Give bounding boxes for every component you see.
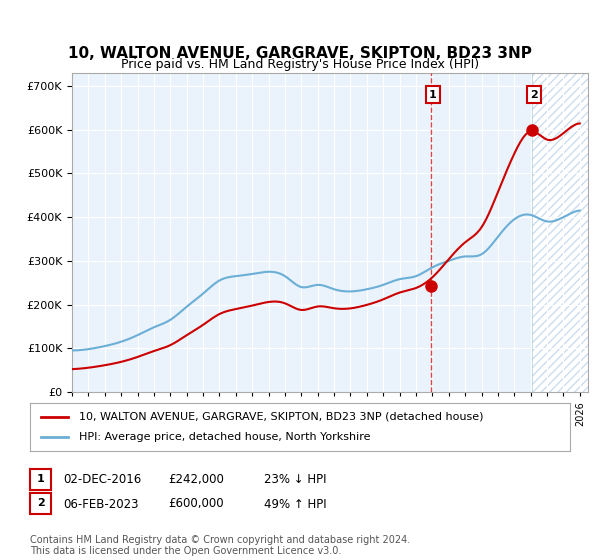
Bar — [532, 73, 588, 392]
Text: 06-FEB-2023: 06-FEB-2023 — [63, 497, 139, 511]
Text: 1: 1 — [429, 90, 437, 100]
Text: £600,000: £600,000 — [168, 497, 224, 511]
Text: 2: 2 — [37, 498, 44, 508]
Text: 02-DEC-2016: 02-DEC-2016 — [63, 473, 141, 487]
Text: Price paid vs. HM Land Registry's House Price Index (HPI): Price paid vs. HM Land Registry's House … — [121, 58, 479, 71]
Text: Contains HM Land Registry data © Crown copyright and database right 2024.
This d: Contains HM Land Registry data © Crown c… — [30, 535, 410, 557]
Text: 10, WALTON AVENUE, GARGRAVE, SKIPTON, BD23 3NP (detached house): 10, WALTON AVENUE, GARGRAVE, SKIPTON, BD… — [79, 412, 483, 422]
Text: 10, WALTON AVENUE, GARGRAVE, SKIPTON, BD23 3NP: 10, WALTON AVENUE, GARGRAVE, SKIPTON, BD… — [68, 46, 532, 60]
Text: 2: 2 — [530, 90, 538, 100]
Text: £242,000: £242,000 — [168, 473, 224, 487]
Text: 23% ↓ HPI: 23% ↓ HPI — [264, 473, 326, 487]
Bar — [532, 73, 588, 392]
Text: HPI: Average price, detached house, North Yorkshire: HPI: Average price, detached house, Nort… — [79, 432, 370, 442]
Text: 49% ↑ HPI: 49% ↑ HPI — [264, 497, 326, 511]
Text: 1: 1 — [37, 474, 44, 484]
